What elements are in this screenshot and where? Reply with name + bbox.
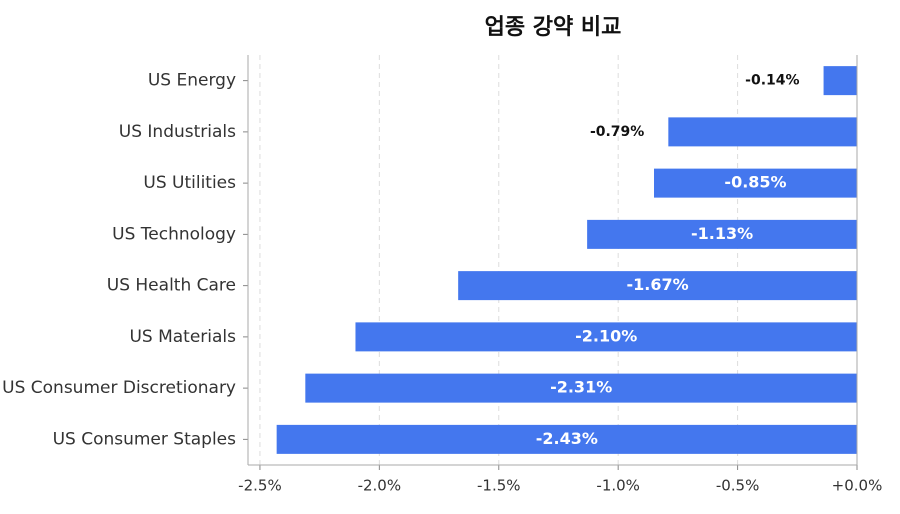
bar xyxy=(587,219,857,249)
x-tick-label: -1.5% xyxy=(477,477,521,495)
x-tick-label: -2.0% xyxy=(358,477,402,495)
y-tick-label: US Health Care xyxy=(107,276,236,296)
data-label: -2.10% xyxy=(575,326,637,345)
x-tick-label: -1.0% xyxy=(596,477,640,495)
bar xyxy=(668,117,857,147)
bar xyxy=(458,271,857,301)
data-label: -0.14% xyxy=(745,73,799,89)
y-tick-label: US Industrials xyxy=(119,122,236,142)
bar xyxy=(355,322,857,352)
bar xyxy=(654,168,857,198)
data-label: -1.67% xyxy=(627,275,689,294)
chart-title: 업종 강약 비교 xyxy=(485,15,622,40)
y-tick-label: US Consumer Discretionary xyxy=(2,378,236,398)
y-tick-label: US Utilities xyxy=(143,173,236,193)
data-label: -0.79% xyxy=(590,124,644,140)
y-tick-label: US Energy xyxy=(148,71,236,91)
x-tick-label: -0.5% xyxy=(716,477,760,495)
x-tick-label: +0.0% xyxy=(832,477,883,495)
bar xyxy=(305,373,858,403)
bar xyxy=(823,66,857,96)
data-label: -0.85% xyxy=(724,173,786,192)
y-tick-label: US Technology xyxy=(112,224,236,244)
y-tick-label: US Consumer Staples xyxy=(53,429,237,449)
data-label: -2.43% xyxy=(536,429,598,448)
bar xyxy=(276,424,857,454)
x-tick-label: -2.5% xyxy=(238,477,282,495)
data-label: -2.31% xyxy=(550,378,612,397)
y-tick-label: US Materials xyxy=(129,327,236,347)
data-label: -1.13% xyxy=(691,224,753,243)
